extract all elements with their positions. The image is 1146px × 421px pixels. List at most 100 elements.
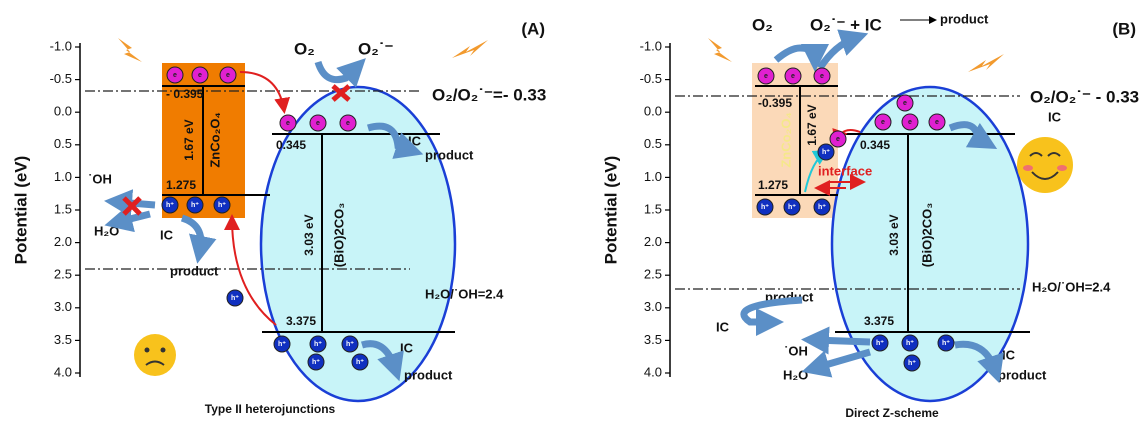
superoxide: O₂˙⁻	[358, 39, 393, 58]
electron-label: e	[836, 136, 840, 143]
electron-label: e	[881, 119, 885, 126]
electron-label: e	[791, 73, 795, 80]
lightning	[118, 38, 142, 62]
electron-label: e	[316, 120, 320, 127]
h2o: H₂O	[94, 223, 119, 238]
hole-label: h⁺	[231, 295, 239, 302]
zco-cb: -0.395	[758, 96, 792, 110]
reaction-arrow	[118, 214, 150, 222]
y-axis-label: Potential (eV)	[601, 156, 620, 265]
electron-label: e	[226, 72, 230, 79]
reaction-arrow	[776, 48, 815, 60]
electron-label: e	[346, 120, 350, 127]
redox-o2: O₂/O₂˙⁻ - 0.33	[1030, 87, 1139, 106]
hole-label: h⁺	[876, 340, 884, 347]
ic: IC	[400, 340, 414, 355]
y-tick-label: 2.0	[644, 234, 662, 249]
product: product	[940, 11, 989, 26]
reaction-arrow	[815, 352, 870, 368]
reaction-arrow	[182, 218, 201, 250]
hole-label: h⁺	[312, 359, 320, 366]
hole-label: h⁺	[278, 341, 286, 348]
ic: IC	[1002, 347, 1016, 362]
electron-label: e	[173, 72, 177, 79]
y-tick-label: -1.0	[50, 38, 72, 53]
ic: IC	[1048, 109, 1062, 124]
panel-a: (A) Potential (eV) O₂/O₂˙⁻=- 0.33 H₂O/˙O…	[11, 19, 546, 416]
o2: O₂	[294, 39, 315, 58]
zco-gap: 1.67 eV	[182, 119, 196, 160]
oh: ˙OH	[88, 171, 112, 186]
y-axis-label: Potential (eV)	[11, 156, 30, 265]
hole-label: h⁺	[191, 202, 199, 209]
product: product	[425, 147, 474, 162]
y-tick-label: 3.0	[644, 299, 662, 314]
bco-vb: 3.375	[286, 314, 316, 328]
hole-label: h⁺	[818, 204, 826, 211]
reaction-arrow	[318, 62, 356, 80]
hole-label: h⁺	[942, 340, 950, 347]
zco-name: ZnCo₂O₄	[207, 112, 222, 167]
bco-gap: 3.03 eV	[887, 214, 901, 255]
y-tick-label: 1.0	[644, 169, 662, 184]
hole-label: h⁺	[788, 204, 796, 211]
y-tick-label: -0.5	[50, 71, 72, 86]
redox-h2o: H₂O/˙OH=2.4	[1032, 279, 1111, 294]
product: product	[998, 367, 1047, 382]
lightning	[452, 40, 488, 58]
y-tick-label: 4.0	[644, 364, 662, 379]
reaction-arrow	[815, 340, 870, 342]
ic: IC	[160, 227, 174, 242]
lightning	[968, 54, 1004, 72]
zco-cb: - 0.395	[166, 87, 204, 101]
bco-name: (BiO)2CO₃	[331, 203, 346, 268]
zco-vb: 1.275	[166, 178, 196, 192]
bco-cb: 0.345	[860, 138, 890, 152]
panel-b: (B) Potential (eV) O₂/O₂˙⁻ - 0.33 IC H₂O…	[601, 11, 1139, 420]
h2o: H₂O	[783, 367, 808, 382]
y-tick-label: 3.5	[644, 332, 662, 347]
reaction-arrow	[744, 300, 802, 322]
electron-label: e	[198, 72, 202, 79]
zco-gap: 1.67 eV	[805, 104, 819, 145]
y-tick-label: -1.0	[640, 38, 662, 53]
y-tick-label: 2.0	[54, 234, 72, 249]
redox-h2o: H₂O/˙OH=2.4	[425, 286, 504, 301]
caption: Direct Z-scheme	[845, 406, 939, 420]
electron-label: e	[903, 100, 907, 107]
hole-label: h⁺	[908, 360, 916, 367]
redox-o2: O₂/O₂˙⁻=- 0.33	[432, 85, 546, 104]
ic: IC	[408, 133, 422, 148]
electron-label: e	[935, 119, 939, 126]
interface: interface	[818, 163, 872, 178]
bco-name: (BiO)2CO₃	[919, 203, 934, 268]
hole-label: h⁺	[166, 202, 174, 209]
y-tick-label: 1.0	[54, 169, 72, 184]
bco-gap: 3.03 eV	[302, 214, 316, 255]
panel-label: (A)	[521, 19, 545, 38]
y-tick-label: 0.0	[644, 104, 662, 119]
superoxide-ic: O₂˙⁻ + IC	[810, 15, 882, 34]
y-tick-label: 0.5	[644, 136, 662, 151]
hole-label: h⁺	[314, 341, 322, 348]
oh: ˙OH	[784, 343, 808, 358]
y-tick-label: 1.5	[54, 201, 72, 216]
y-tick-label: -0.5	[640, 71, 662, 86]
zco-vb: 1.275	[758, 178, 788, 192]
zco-name: ZnCo₂O₄	[778, 112, 793, 167]
product: product	[404, 367, 453, 382]
hole-label: h⁺	[218, 202, 226, 209]
product: product	[170, 263, 219, 278]
caption: Type II heterojunctions	[205, 402, 336, 416]
ic: IC	[716, 319, 730, 334]
lightning	[708, 38, 732, 62]
o2: O₂	[752, 15, 773, 34]
electron-label: e	[286, 120, 290, 127]
y-tick-label: 1.5	[644, 201, 662, 216]
y-tick-label: 4.0	[54, 364, 72, 379]
hole-label: h⁺	[906, 340, 914, 347]
hole-label: h⁺	[356, 359, 364, 366]
bco-cb: 0.345	[276, 138, 306, 152]
electron-label: e	[820, 73, 824, 80]
y-tick-label: 0.5	[54, 136, 72, 151]
